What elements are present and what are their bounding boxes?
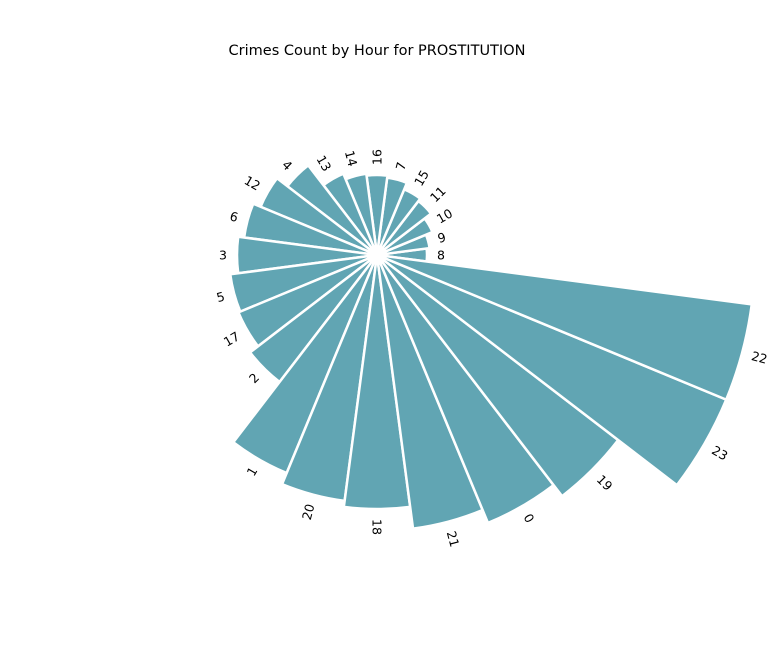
tick-label-hour-23: 23: [709, 443, 730, 464]
bars-group: [228, 163, 754, 531]
tick-label-hour-19: 19: [594, 472, 616, 494]
tick-label-hour-1: 1: [244, 464, 261, 478]
tick-label-hour-13: 13: [314, 153, 335, 174]
tick-label-hour-8: 8: [437, 248, 445, 263]
tick-label-hour-3: 3: [219, 248, 227, 263]
chart-title: Crimes Count by Hour for PROSTITUTION: [229, 43, 526, 59]
tick-label-hour-10: 10: [434, 206, 455, 227]
bar-hour-22: [382, 254, 754, 402]
tick-label-hour-21: 21: [444, 529, 463, 548]
tick-label-hour-7: 7: [393, 160, 410, 172]
tick-label-hour-2: 2: [246, 370, 262, 386]
tick-label-hour-22: 22: [750, 348, 769, 367]
tick-label-hour-17: 17: [221, 329, 242, 350]
tick-label-hour-0: 0: [521, 511, 538, 525]
tick-label-hour-15: 15: [411, 167, 432, 188]
tick-label-hour-5: 5: [215, 289, 227, 306]
tick-label-hour-18: 18: [370, 519, 385, 535]
tick-label-hour-16: 16: [370, 149, 385, 165]
tick-label-hour-14: 14: [342, 149, 361, 168]
tick-label-hour-11: 11: [427, 183, 449, 205]
tick-label-hour-4: 4: [279, 157, 295, 173]
tick-label-hour-20: 20: [299, 502, 318, 521]
tick-label-hour-12: 12: [242, 173, 263, 194]
tick-label-hour-9: 9: [436, 229, 448, 246]
tick-label-hour-6: 6: [228, 208, 240, 225]
